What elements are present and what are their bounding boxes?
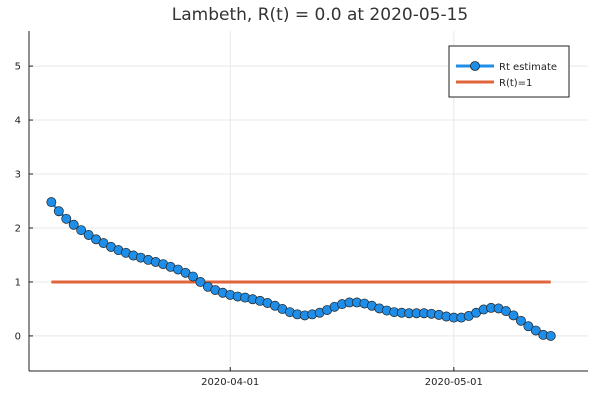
rt-estimate-point	[195, 277, 206, 287]
y-tick-label: 4	[15, 116, 21, 127]
y-tick-label: 5	[15, 62, 21, 73]
y-tick-label: 2	[15, 223, 21, 234]
x-tick-label: 2020-04-01	[201, 377, 259, 388]
rt-estimate-point	[76, 225, 87, 236]
rt-estimate-point	[530, 325, 541, 336]
rt-estimate-point	[508, 310, 519, 321]
rt-estimate-point	[515, 315, 526, 326]
y-tick-label: 1	[15, 277, 21, 288]
rt-estimate-point	[61, 213, 72, 224]
rt-estimate-point	[523, 321, 534, 332]
legend-label-rt-estimate: Rt estimate	[499, 62, 557, 73]
rt-series-layer	[46, 197, 556, 341]
rt-estimate-point	[68, 219, 79, 230]
x-tick-label: 2020-05-01	[425, 377, 483, 388]
legend-label-rt-reference: R(t)=1	[499, 78, 532, 89]
rt-estimate-point	[501, 306, 511, 317]
legend-marker-rt-estimate	[470, 61, 480, 71]
chart-title: Lambeth, R(t) = 0.0 at 2020-05-15	[172, 5, 468, 25]
rt-estimate-point	[83, 230, 94, 240]
legend: Rt estimate R(t)=1	[448, 45, 570, 98]
rt-estimate-point	[53, 206, 64, 217]
rt-estimate-point	[188, 271, 198, 282]
rt-estimate-point	[46, 197, 57, 208]
y-tick-label: 0	[15, 331, 21, 342]
legend-box	[448, 45, 570, 98]
rt-estimate-point	[545, 330, 556, 341]
axes: 0 1 2 3 4 5 2020-04-01 2020-05-01	[15, 31, 588, 388]
y-tick-label: 3	[15, 170, 21, 181]
